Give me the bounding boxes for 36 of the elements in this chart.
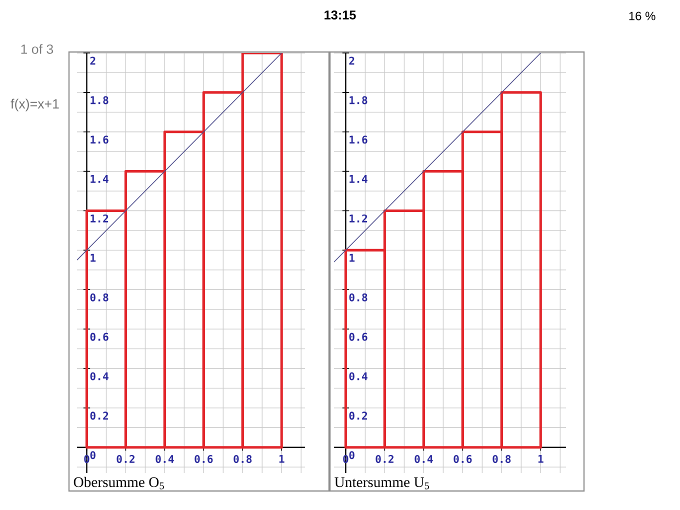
x-tick-label: 0.6	[194, 454, 213, 464]
y-tick-label: 0.8	[90, 293, 108, 302]
y-tick-label: 0.6	[90, 332, 108, 341]
x-tick-label: 0.2	[376, 454, 394, 464]
y-tick-label: 1.4	[350, 175, 368, 183]
text: Untersumme U$_{5}$	[334, 477, 430, 490]
y-tick-label: 0.8	[349, 293, 368, 302]
y-tick-label: 1.8	[90, 96, 108, 104]
y-tick-label: 1.2	[350, 214, 368, 222]
text: f(x)=x+1	[10, 98, 59, 112]
text: 13:15	[324, 10, 356, 20]
text: 16 %	[629, 12, 656, 20]
x-tick-label: 0.8	[492, 454, 511, 464]
x-tick-label: 1	[538, 454, 544, 463]
y-tick-label: 2	[90, 56, 96, 65]
y-tick-label: 0.6	[349, 332, 368, 341]
y-tick-label: 2	[349, 56, 354, 65]
y-tick-label: 0.2	[349, 412, 368, 420]
x-tick-label: 0.4	[156, 454, 174, 464]
y-tick-label: 1.4	[90, 175, 108, 183]
y-tick-label: 1	[350, 254, 355, 262]
text: 1 of 3	[21, 44, 54, 54]
y-tick-label: 1.6	[350, 136, 368, 144]
y-tick-label: 0.4	[349, 372, 368, 380]
y-tick-label: 0.2	[90, 412, 108, 420]
y-tick-label: 0.4	[90, 372, 108, 380]
x-tick-label: 0.6	[454, 454, 472, 464]
y-tick-label: 1.8	[350, 96, 368, 104]
x-tick-label: 0.4	[414, 454, 433, 464]
x-tick-label: 0.2	[116, 454, 134, 464]
y-tick-label: 1.6	[90, 136, 108, 144]
y-tick-label: 1	[90, 254, 96, 262]
y-tick-label: 1.2	[90, 214, 108, 222]
x-tick-label: 1	[279, 454, 284, 463]
text: Obersumme O$_{5}$	[74, 476, 164, 490]
x-tick-label: 0.8	[234, 454, 252, 464]
